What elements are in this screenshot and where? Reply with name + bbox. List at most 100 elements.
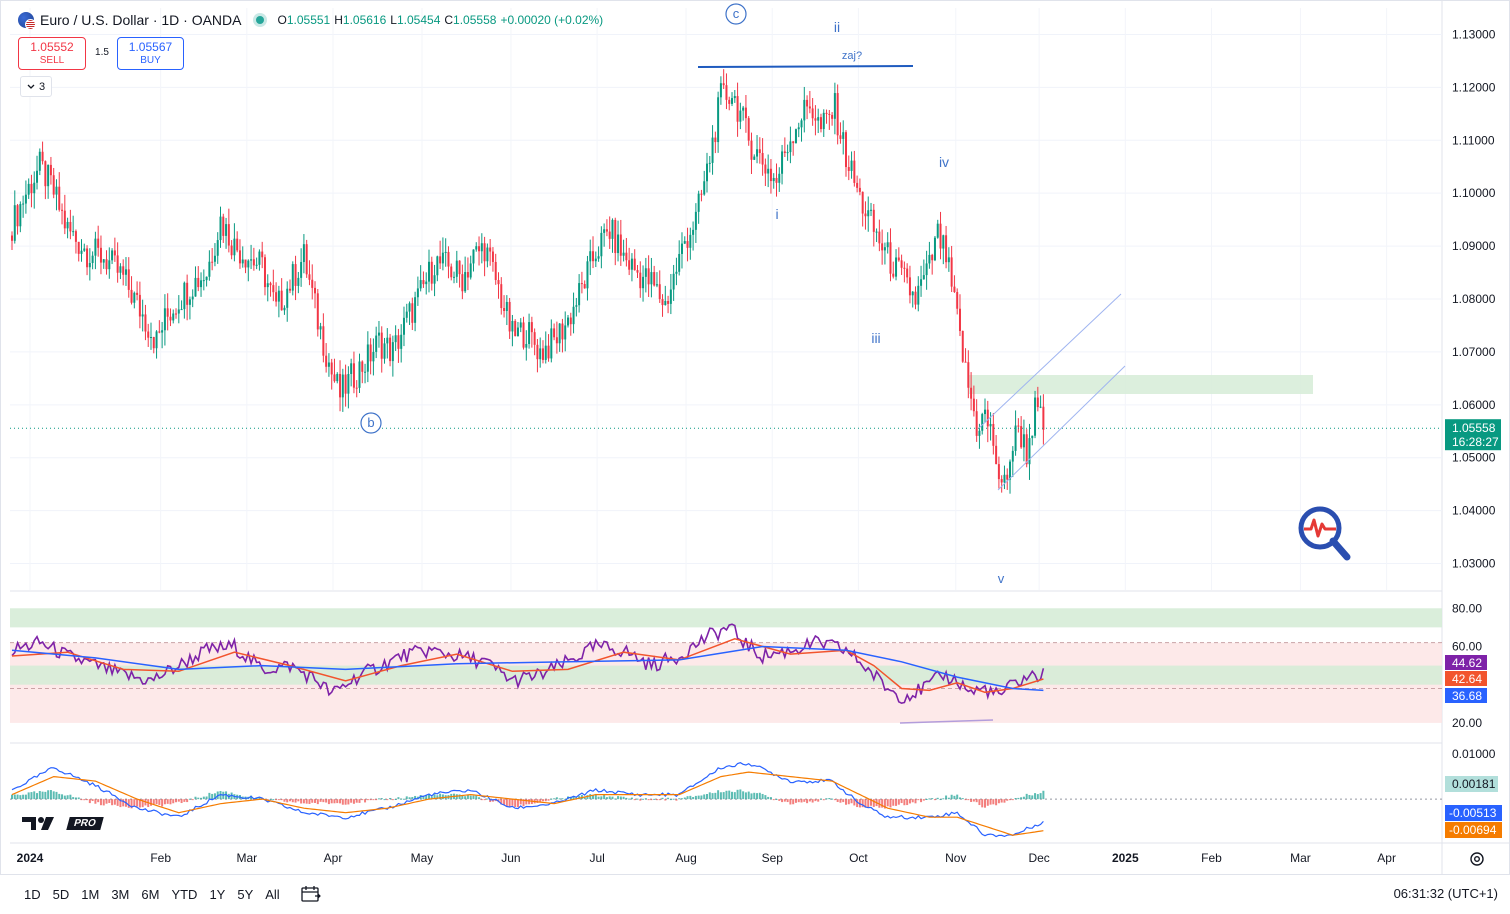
date-range-icon[interactable]	[300, 884, 322, 904]
candle-body	[277, 290, 280, 302]
macd-histogram-bar	[617, 796, 620, 800]
candle-body	[892, 273, 895, 277]
macd-histogram-bar	[764, 795, 767, 800]
timeframe-6m-button[interactable]: 6M	[141, 887, 160, 902]
magnifier-icon[interactable]	[1296, 505, 1352, 567]
candle-body	[664, 300, 667, 306]
timeframe-all-button[interactable]: All	[265, 887, 280, 902]
macd-histogram-bar	[516, 799, 519, 808]
clock-display[interactable]: 06:31:32 (UTC+1)	[1393, 886, 1498, 901]
macd-histogram-bar	[1028, 794, 1031, 800]
candle-body	[822, 112, 825, 130]
macd-histogram-bar	[330, 799, 333, 804]
macd-histogram-bar	[458, 794, 461, 800]
macd-histogram-bar	[519, 799, 522, 805]
rsi-value-label-rsi_ma: 42.64	[1452, 672, 1482, 686]
macd-histogram-bar	[352, 799, 355, 804]
macd-histogram-bar	[614, 798, 617, 800]
candle-body	[508, 301, 511, 332]
macd-histogram-bar	[897, 799, 900, 805]
macd-histogram-bar	[978, 799, 981, 806]
candle-body	[247, 260, 250, 268]
candle-body	[794, 129, 797, 144]
macd-histogram-bar	[945, 795, 948, 800]
candle-body	[138, 294, 141, 317]
macd-histogram-bar	[69, 794, 72, 800]
macd-histogram-bar	[19, 795, 22, 800]
macd-histogram-bar	[136, 799, 139, 807]
macd-histogram-bar	[72, 797, 75, 800]
candle-body	[992, 423, 995, 446]
candle-body	[205, 276, 208, 281]
candle-body	[522, 322, 525, 348]
candle-body	[783, 151, 786, 154]
timeframe-5y-button[interactable]: 5Y	[237, 887, 254, 902]
candle-body	[761, 153, 764, 165]
macd-histogram-bar	[433, 794, 436, 800]
candle-body	[758, 149, 761, 154]
macd-histogram-bar	[319, 799, 322, 802]
macd-histogram-bar	[992, 799, 995, 805]
candle-body	[1020, 426, 1023, 448]
candle-body	[614, 219, 617, 254]
macd-histogram-bar	[792, 799, 795, 805]
timeframe-5d-button[interactable]: 5D	[52, 887, 70, 902]
macd-hist-value: 0.00181	[1452, 777, 1496, 791]
macd-histogram-bar	[138, 799, 141, 808]
time-tick-label: Jul	[589, 851, 604, 865]
rsi-series-rsi	[11, 623, 1045, 705]
time-tick-label: Dec	[1028, 851, 1049, 865]
macd-histogram-bar	[756, 793, 759, 800]
candle-body	[497, 280, 500, 285]
sell-button[interactable]: 1.05552 SELL	[18, 37, 86, 70]
macd-histogram-bar	[817, 799, 820, 802]
macd-histogram-bar	[956, 794, 959, 800]
candle-body	[683, 241, 686, 244]
candle-body	[639, 272, 642, 289]
candle-body	[817, 117, 820, 121]
macd-histogram-bar	[728, 790, 731, 800]
symbol-title[interactable]: Euro / U.S. Dollar · 1D · OANDA	[40, 12, 242, 28]
candle-body	[283, 307, 286, 311]
buy-button[interactable]: 1.05567 BUY	[117, 37, 184, 70]
macd-histogram-bar	[1009, 799, 1012, 801]
time-tick-label: Sep	[762, 851, 784, 865]
candle-body	[553, 328, 556, 338]
macd-histogram-bar	[639, 799, 642, 801]
macd-histogram-bar	[194, 796, 197, 800]
macd-histogram-bar	[922, 799, 925, 801]
candle-body	[236, 238, 239, 251]
tradingview-logo[interactable]: PRO	[22, 815, 104, 831]
timeframe-1y-button[interactable]: 1Y	[209, 887, 226, 902]
timeframe-3m-button[interactable]: 3M	[111, 887, 130, 902]
candle-body	[611, 219, 614, 239]
macd-histogram-bar	[619, 796, 622, 800]
candle-body	[806, 99, 809, 107]
timeframe-1d-button[interactable]: 1D	[24, 887, 41, 902]
macd-histogram-bar	[678, 798, 681, 800]
candle-body	[850, 160, 853, 171]
candle-body	[539, 348, 542, 360]
candle-body	[1022, 434, 1025, 448]
macd-histogram-bar	[36, 793, 39, 800]
macd-histogram-bar	[786, 799, 789, 803]
timeframe-ytd-button[interactable]: YTD	[171, 887, 198, 902]
timeframe-1m-button[interactable]: 1M	[81, 887, 100, 902]
macd-histogram-bar	[953, 795, 956, 800]
indicators-toggle-button[interactable]: 3	[20, 76, 52, 97]
candle-body	[102, 259, 105, 263]
settings-gear-icon[interactable]	[1468, 850, 1486, 868]
candle-body	[708, 162, 711, 164]
candle-body	[953, 286, 956, 293]
candle-body	[263, 257, 266, 288]
macd-histogram-bar	[83, 799, 86, 801]
candle-body	[141, 314, 144, 317]
macd-histogram-bar	[633, 799, 636, 801]
candle-body	[22, 203, 25, 205]
candle-body	[69, 221, 72, 232]
candle-body	[414, 297, 417, 323]
macd-histogram-bar	[91, 799, 94, 802]
wave-c-label-circle	[725, 3, 747, 25]
candle-body	[819, 117, 822, 130]
